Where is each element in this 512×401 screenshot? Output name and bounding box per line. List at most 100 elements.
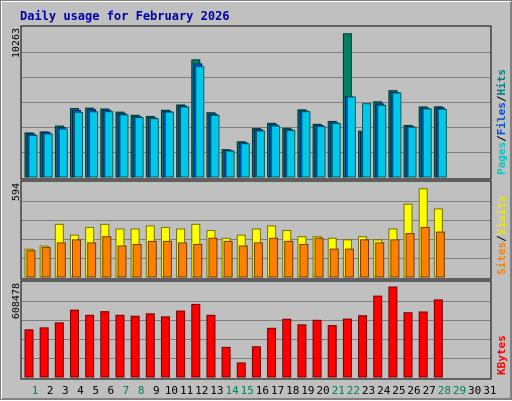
bar-sites-day-15 <box>238 245 248 278</box>
bar-kbytes-day-18 <box>282 318 292 378</box>
bar-kbytes-day-8 <box>130 315 140 378</box>
bar-kbytes-day-15 <box>236 362 246 378</box>
bar-pages-day-17 <box>271 125 281 178</box>
bar-pages-day-19 <box>301 111 311 178</box>
bar-sites-day-25 <box>390 239 400 278</box>
panel-visits-sites: 594 Sites/Visits <box>11 180 508 280</box>
bar-kbytes-day-13 <box>206 314 216 378</box>
bar-kbytes-day-7 <box>115 314 125 378</box>
bar-sites-day-10 <box>162 240 172 278</box>
bar-pages-day-15 <box>240 143 250 178</box>
bar-sites-day-11 <box>178 242 188 278</box>
bar-kbytes-day-20 <box>312 319 322 378</box>
bar-sites-day-1 <box>26 250 36 278</box>
bar-pages-day-27 <box>422 108 432 178</box>
bar-pages-day-28 <box>437 108 447 178</box>
bar-sites-day-5 <box>87 242 97 278</box>
x-tick-label: 2 <box>47 384 54 397</box>
y-label-part: Visits <box>495 196 508 236</box>
bar-pages-day-16 <box>255 130 265 178</box>
x-tick-label: 18 <box>286 384 299 397</box>
x-tick-label: 25 <box>392 384 405 397</box>
bar-sites-day-8 <box>132 243 142 278</box>
bar-kbytes-day-19 <box>297 324 307 378</box>
x-tick-label: 30 <box>468 384 481 397</box>
bar-pages-day-18 <box>286 130 296 178</box>
x-tick-label: 7 <box>123 384 130 397</box>
bar-pages-day-25 <box>392 92 402 178</box>
panel-max-label: 10263 <box>11 28 22 58</box>
x-tick-label: 5 <box>92 384 99 397</box>
bar-kbytes-day-3 <box>54 322 64 378</box>
x-tick-label: 4 <box>77 384 84 397</box>
bar-kbytes-day-21 <box>327 325 337 378</box>
bar-sites-day-23 <box>360 239 370 278</box>
bar-kbytes-day-1 <box>24 329 34 378</box>
bar-pages-day-10 <box>164 111 174 178</box>
bar-kbytes-day-4 <box>69 309 79 378</box>
bar-sites-day-9 <box>147 240 157 278</box>
y-label-part: KBytes <box>495 335 508 375</box>
y-label-part: / <box>495 135 508 142</box>
bar-sites-day-18 <box>284 240 294 278</box>
x-tick-label: 22 <box>347 384 360 397</box>
bar-pages-day-3 <box>58 128 68 178</box>
bar-pages-day-12 <box>195 66 205 178</box>
x-tick-label: 19 <box>301 384 314 397</box>
x-tick-label: 3 <box>62 384 69 397</box>
bar-pages-day-14 <box>225 150 235 178</box>
bar-sites-day-4 <box>71 239 81 278</box>
bar-pages-day-6 <box>104 111 114 178</box>
x-tick-label: 15 <box>241 384 254 397</box>
bar-kbytes-day-10 <box>160 316 170 378</box>
bar-sites-day-16 <box>253 242 263 278</box>
x-tick-label: 27 <box>423 384 436 397</box>
y-label-part: Sites <box>495 242 508 275</box>
bar-sites-day-14 <box>223 240 233 278</box>
bar-sites-day-2 <box>41 247 51 278</box>
bar-kbytes-day-14 <box>221 346 231 378</box>
bar-sites-day-20 <box>314 237 324 278</box>
bar-sites-day-21 <box>329 248 339 278</box>
bar-pages-day-8 <box>134 117 144 178</box>
bar-pages-day-22 <box>346 96 356 178</box>
bar-sites-day-12 <box>193 243 203 278</box>
panel-y-label: Sites/Visits <box>495 196 508 276</box>
bar-pages-day-4 <box>73 112 83 178</box>
bar-sites-day-24 <box>375 242 385 278</box>
x-tick-label: 26 <box>407 384 420 397</box>
panel-max-label: 608478 <box>11 283 22 319</box>
bar-sites-day-19 <box>299 243 309 278</box>
x-tick-label: 24 <box>377 384 391 397</box>
y-label-part: / <box>495 95 508 102</box>
bar-pages-day-13 <box>210 114 220 178</box>
bar-sites-day-17 <box>269 237 279 278</box>
panel-y-label: KBytes <box>495 335 508 375</box>
bar-pages-day-26 <box>407 126 417 178</box>
bar-pages-day-20 <box>316 126 326 178</box>
y-label-part: / <box>495 235 508 242</box>
bar-sites-day-22 <box>344 248 354 278</box>
bar-kbytes-day-11 <box>176 310 186 378</box>
bar-kbytes-day-9 <box>145 313 155 378</box>
bar-kbytes-day-27 <box>418 311 428 378</box>
x-tick-label: 20 <box>316 384 329 397</box>
y-label-part: Pages <box>495 142 508 175</box>
panel-kbytes: 608478 KBytes <box>11 280 508 380</box>
chart-title: Daily usage for February 2026 <box>20 9 230 23</box>
x-tick-label: 9 <box>153 384 160 397</box>
bar-sites-day-26 <box>405 233 415 278</box>
bar-kbytes-day-28 <box>433 299 443 378</box>
x-tick-label: 6 <box>107 384 114 397</box>
x-tick-label: 12 <box>195 384 208 397</box>
bar-kbytes-day-26 <box>403 312 413 378</box>
x-tick-label: 28 <box>438 384 451 397</box>
x-tick-label: 31 <box>483 384 496 397</box>
bar-kbytes-day-25 <box>388 286 398 378</box>
bar-pages-day-21 <box>331 123 341 178</box>
bar-kbytes-day-16 <box>251 346 261 378</box>
bar-pages-day-7 <box>119 114 129 178</box>
y-label-part: Hits <box>495 69 508 96</box>
bar-kbytes-day-6 <box>100 311 110 378</box>
y-label-part: Files <box>495 102 508 135</box>
